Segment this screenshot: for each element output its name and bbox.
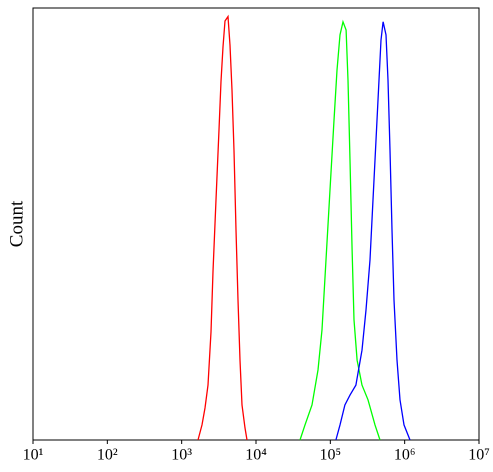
histogram-line xyxy=(299,19,381,441)
x-tick-label: 10² xyxy=(97,447,118,464)
x-tick-label: 10⁵ xyxy=(320,447,342,464)
x-tick-label: 10⁴ xyxy=(245,447,267,464)
x-tick-label: 10⁶ xyxy=(394,447,416,464)
x-tick-label: 10³ xyxy=(171,447,192,464)
plot-frame xyxy=(32,7,480,441)
histogram-line xyxy=(197,14,248,441)
histogram-line xyxy=(335,21,411,441)
y-axis-label: Count xyxy=(6,200,27,247)
x-tick-label: 10⁷ xyxy=(468,447,490,464)
x-tick-label: 10¹ xyxy=(23,447,44,464)
